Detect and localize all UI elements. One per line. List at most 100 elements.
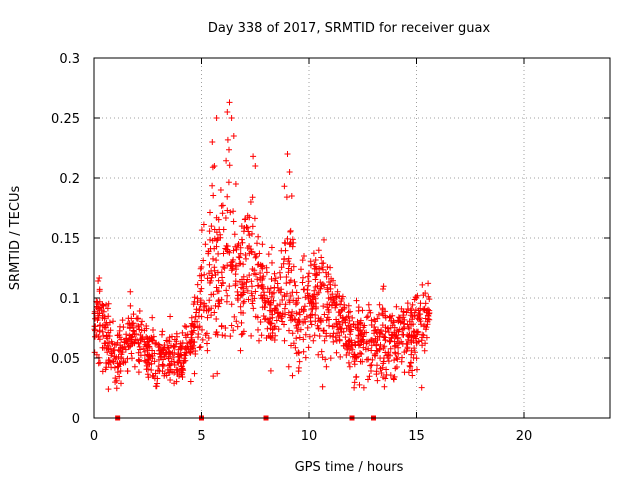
data-point <box>96 275 103 281</box>
data-point <box>338 298 345 304</box>
data-point <box>224 193 231 200</box>
data-point <box>393 303 400 310</box>
data-point <box>204 340 210 347</box>
data-point <box>265 251 272 258</box>
data-point <box>279 318 286 325</box>
data-point <box>392 349 398 356</box>
data-point <box>336 293 343 299</box>
data-point <box>330 295 337 302</box>
data-point <box>330 330 337 337</box>
data-point <box>337 312 344 319</box>
data-point <box>319 383 326 390</box>
data-point <box>267 301 274 308</box>
data-point <box>194 318 201 325</box>
data-point <box>248 332 255 339</box>
data-point <box>234 288 241 295</box>
data-points <box>91 99 433 393</box>
data-point <box>355 338 361 345</box>
data-point <box>332 334 339 341</box>
y-tick-label: 0.05 <box>51 352 80 367</box>
data-point <box>226 283 233 290</box>
data-point <box>294 328 301 335</box>
y-axis-label: SRMTID / TECUs <box>8 186 23 291</box>
data-point <box>118 380 124 387</box>
data-point <box>197 343 204 350</box>
data-point <box>237 278 243 285</box>
data-point <box>96 286 103 293</box>
data-point <box>218 296 225 303</box>
data-point <box>186 349 193 356</box>
data-point <box>417 311 424 318</box>
data-point <box>302 294 309 301</box>
data-point <box>156 368 163 375</box>
data-point <box>328 302 335 309</box>
data-point <box>144 342 151 349</box>
data-point <box>355 307 362 314</box>
data-point <box>312 284 319 290</box>
data-point <box>213 316 220 322</box>
data-point <box>372 335 379 342</box>
data-point <box>227 333 234 340</box>
data-point <box>129 331 136 338</box>
data-point <box>256 337 262 344</box>
data-point <box>345 338 352 345</box>
data-point <box>339 319 346 326</box>
data-point <box>124 320 131 327</box>
data-point <box>105 386 112 393</box>
data-point <box>213 115 220 121</box>
data-point <box>219 274 226 281</box>
data-point <box>366 338 373 345</box>
data-point <box>175 351 182 358</box>
data-point <box>286 299 293 306</box>
data-point <box>373 329 380 336</box>
data-point <box>285 309 292 316</box>
data-point <box>365 376 371 383</box>
data-point <box>387 324 394 331</box>
data-point <box>206 261 213 268</box>
data-point <box>353 297 360 304</box>
data-point <box>272 275 279 282</box>
data-point <box>119 317 126 324</box>
data-point <box>423 309 430 316</box>
data-point <box>171 380 178 387</box>
data-point <box>199 326 205 333</box>
data-point <box>249 223 256 230</box>
data-point <box>246 272 253 279</box>
data-point <box>410 328 417 335</box>
data-point <box>224 136 231 143</box>
data-point <box>248 249 255 256</box>
y-axis-ticks: 0 0.05 0.1 0.15 0.2 0.25 0.3 <box>51 52 610 427</box>
data-point <box>143 325 150 332</box>
data-point <box>233 318 240 325</box>
data-point <box>223 157 230 164</box>
data-point <box>260 283 267 290</box>
data-point <box>216 300 223 307</box>
data-point <box>255 282 262 289</box>
data-point <box>285 258 292 265</box>
data-point <box>244 276 251 283</box>
data-point <box>282 301 289 308</box>
data-point <box>391 338 398 345</box>
data-point <box>368 317 375 324</box>
data-point <box>339 306 346 313</box>
data-point <box>116 373 123 380</box>
data-point <box>357 350 363 356</box>
data-point <box>296 334 303 341</box>
data-point <box>94 299 101 306</box>
data-point <box>425 280 432 287</box>
data-point <box>400 314 407 321</box>
data-point <box>271 284 278 291</box>
data-point <box>285 363 292 370</box>
data-point <box>255 326 261 333</box>
data-point <box>236 254 243 261</box>
data-point <box>367 362 374 369</box>
data-point <box>252 288 259 295</box>
data-point <box>130 339 137 346</box>
data-point <box>408 359 414 366</box>
data-point <box>286 261 293 267</box>
data-point <box>389 331 396 338</box>
data-point <box>130 311 137 318</box>
data-point <box>218 322 225 329</box>
data-point <box>285 269 292 276</box>
data-point <box>388 317 395 324</box>
